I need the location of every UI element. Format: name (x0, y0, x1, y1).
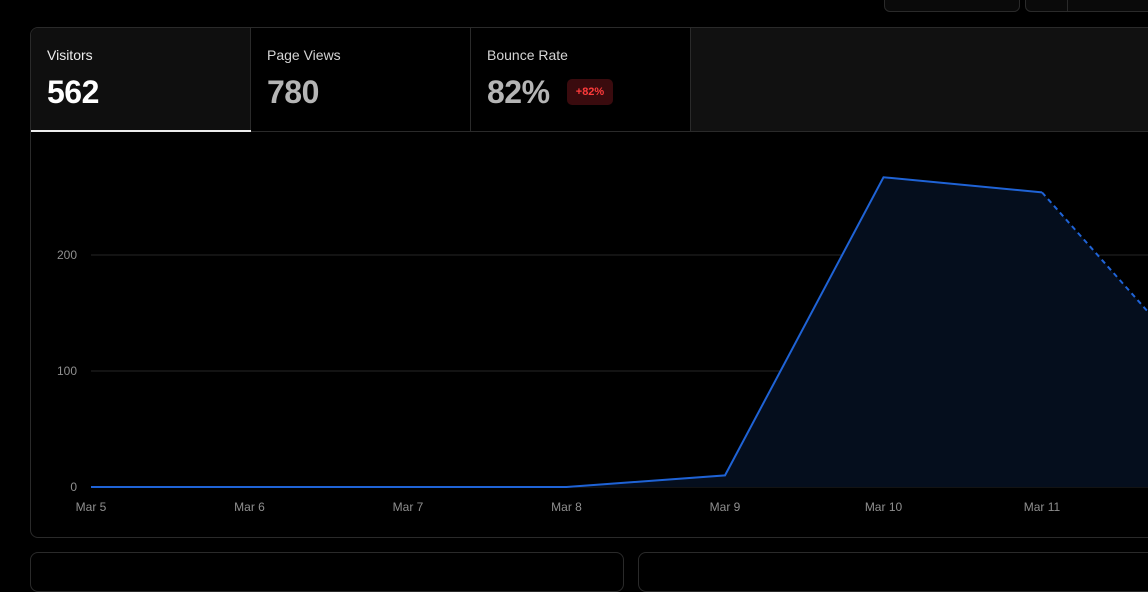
metric-value: 562 (47, 74, 99, 110)
x-tick-label: Mar 7 (393, 500, 424, 514)
metric-tab-page-views[interactable]: Page Views 780 (251, 28, 471, 131)
y-tick-label: 0 (70, 480, 77, 494)
top-pages-card (30, 552, 624, 592)
metric-label: Visitors (47, 47, 93, 63)
x-tick-label: Mar 5 (76, 500, 107, 514)
series-line-projected (1041, 191, 1148, 314)
metric-label: Bounce Rate (487, 47, 568, 63)
metric-tab-visitors[interactable]: Visitors 562 (31, 28, 251, 132)
series-line (91, 176, 1043, 488)
x-tick-label: Mar 6 (234, 500, 265, 514)
metric-value: 82% (487, 74, 550, 110)
x-tick-label: Mar 9 (710, 500, 741, 514)
y-tick-label: 200 (57, 248, 77, 262)
metric-tab-bounce-rate[interactable]: Bounce Rate 82% +82% (471, 28, 691, 131)
y-tick-label: 100 (57, 364, 77, 378)
date-range-button[interactable] (884, 0, 1020, 12)
x-tick-label: Mar 10 (865, 500, 903, 514)
metric-tabs-filler (691, 28, 1148, 131)
toggle-divider (1067, 0, 1068, 11)
interval-toggle[interactable] (1025, 0, 1148, 12)
x-tick-label: Mar 11 (1024, 500, 1061, 514)
metric-label: Page Views (267, 47, 341, 63)
metric-value: 780 (267, 74, 319, 110)
analytics-panel: Visitors 562 Page Views 780 Bounce Rate … (30, 27, 1148, 538)
metric-tabs: Visitors 562 Page Views 780 Bounce Rate … (31, 28, 1148, 132)
top-referrers-card (638, 552, 1148, 592)
visitors-chart: 0 100 200 Mar 5 Mar 6 Mar 7 Mar 8 Mar 9 Mar 10 Ma… (57, 176, 1148, 514)
series-area (91, 177, 1148, 487)
change-badge: +82% (567, 79, 613, 105)
x-tick-label: Mar 8 (551, 500, 582, 514)
